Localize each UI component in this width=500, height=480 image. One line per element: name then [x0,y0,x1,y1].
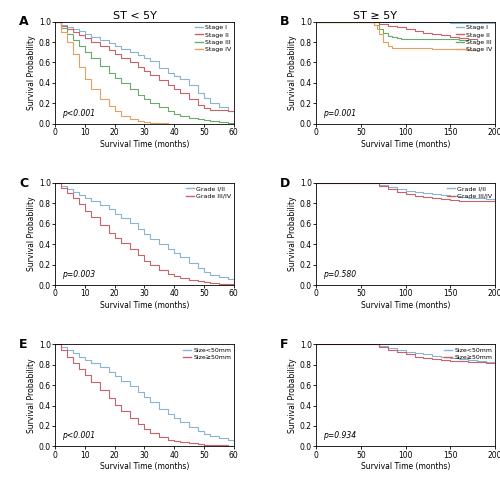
Y-axis label: Survival Probability: Survival Probability [27,36,36,110]
Legend: Stage I, Stage II, Stage III, Stage IV: Stage I, Stage II, Stage III, Stage IV [194,24,232,53]
Text: B: B [280,15,290,28]
X-axis label: Survival Time (months): Survival Time (months) [361,301,450,310]
Text: p<0.001: p<0.001 [62,431,96,440]
Legend: Size<50mm, Size≥50mm: Size<50mm, Size≥50mm [443,347,494,361]
Legend: Stage I, Stage II, Stage III, Stage IV: Stage I, Stage II, Stage III, Stage IV [455,24,494,53]
Y-axis label: Survival Probability: Survival Probability [288,36,297,110]
Text: p<0.001: p<0.001 [62,108,96,118]
X-axis label: Survival Time (months): Survival Time (months) [361,462,450,471]
Legend: Grade I/II, Grade III/IV: Grade I/II, Grade III/IV [446,185,494,200]
X-axis label: Survival Time (months): Survival Time (months) [100,140,189,149]
Text: F: F [280,338,289,351]
Legend: Size<50mm, Size≥50mm: Size<50mm, Size≥50mm [182,347,232,361]
Y-axis label: Survival Probability: Survival Probability [27,197,36,271]
X-axis label: Survival Time (months): Survival Time (months) [100,301,189,310]
Text: ST < 5Y: ST < 5Y [113,11,157,21]
Text: p=0.003: p=0.003 [62,270,96,279]
Text: C: C [19,177,28,190]
Text: p=0.580: p=0.580 [324,270,356,279]
Text: D: D [280,177,290,190]
X-axis label: Survival Time (months): Survival Time (months) [361,140,450,149]
Y-axis label: Survival Probability: Survival Probability [27,358,36,432]
Text: ST ≥ 5Y: ST ≥ 5Y [353,11,397,21]
Legend: Grade I/II, Grade III/IV: Grade I/II, Grade III/IV [185,185,232,200]
Text: p=0.934: p=0.934 [324,431,356,440]
Text: A: A [19,15,29,28]
Text: p=0.001: p=0.001 [324,108,356,118]
X-axis label: Survival Time (months): Survival Time (months) [100,462,189,471]
Y-axis label: Survival Probability: Survival Probability [288,197,297,271]
Y-axis label: Survival Probability: Survival Probability [288,358,297,432]
Text: E: E [19,338,28,351]
